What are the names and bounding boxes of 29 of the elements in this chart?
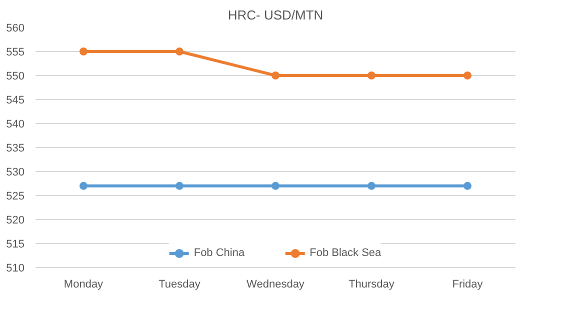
point bbox=[272, 72, 280, 80]
point bbox=[464, 72, 472, 80]
x-tick-label: Friday bbox=[452, 278, 484, 290]
y-tick-label: 510 bbox=[6, 262, 25, 274]
chart-title: HRC- USD/MTN bbox=[228, 8, 324, 22]
y-tick-label: 520 bbox=[6, 214, 25, 226]
x-tick-label: Thursday bbox=[348, 278, 395, 290]
legend-label: Fob Black Sea bbox=[310, 247, 382, 259]
y-tick-label: 545 bbox=[6, 94, 25, 106]
x-tick-label: Tuesday bbox=[158, 278, 201, 290]
point bbox=[176, 48, 184, 56]
y-tick-label: 550 bbox=[6, 70, 25, 82]
point bbox=[368, 72, 376, 80]
y-tick-label: 555 bbox=[6, 46, 25, 58]
x-tick-label: Wednesday bbox=[246, 278, 305, 290]
legend-label: Fob China bbox=[194, 247, 245, 259]
point bbox=[80, 48, 88, 56]
y-tick-label: 525 bbox=[6, 190, 25, 202]
point bbox=[80, 182, 88, 190]
y-tick-label: 530 bbox=[6, 166, 25, 178]
y-tick-label: 540 bbox=[6, 118, 25, 130]
x-tick-label: Monday bbox=[64, 278, 104, 290]
point bbox=[272, 182, 280, 190]
y-tick-label: 515 bbox=[6, 238, 25, 250]
y-tick-label: 560 bbox=[6, 22, 25, 34]
point bbox=[464, 182, 472, 190]
point bbox=[176, 182, 184, 190]
point bbox=[368, 182, 376, 190]
y-tick-label: 535 bbox=[6, 142, 25, 154]
